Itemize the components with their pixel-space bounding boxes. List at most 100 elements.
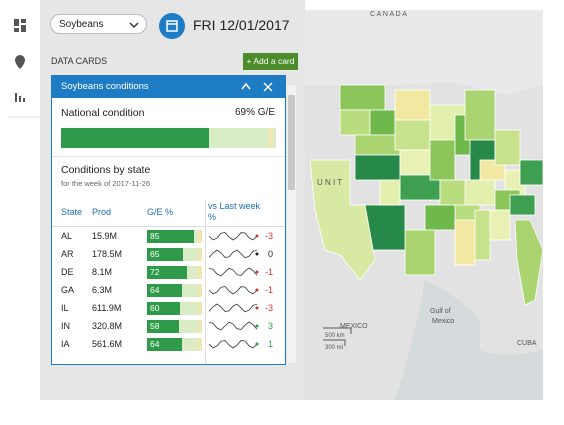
state-shape xyxy=(394,89,431,121)
divider xyxy=(52,156,285,157)
state-shape xyxy=(369,109,396,136)
change-cell: -3 xyxy=(264,231,273,241)
sparkline xyxy=(209,286,259,295)
ge-bar: 85 xyxy=(147,230,194,243)
collapse-button[interactable] xyxy=(241,82,251,90)
prod-cell: 6.3M xyxy=(92,285,113,295)
state-shape xyxy=(394,119,431,151)
dashboard-icon[interactable] xyxy=(14,19,19,26)
sparkline-path xyxy=(209,249,258,259)
scale-bar xyxy=(323,327,352,346)
state-shape xyxy=(474,209,491,261)
map-label: U N I T xyxy=(317,178,342,187)
ge-bar: 72 xyxy=(147,266,187,279)
bar-sliver xyxy=(198,338,201,351)
prod-cell: 178.5M xyxy=(92,249,123,259)
bar-sliver xyxy=(198,302,201,315)
map-label: CUBA xyxy=(517,340,537,347)
state-shape xyxy=(379,179,401,206)
crop-dropdown[interactable]: Soybeans xyxy=(50,14,147,34)
add-card-button[interactable]: + Add a card xyxy=(243,53,298,70)
map[interactable]: C A N A D A U N I T MEXICO Gulf of Mexico CUB… xyxy=(305,10,543,400)
state-shape xyxy=(424,204,456,231)
ge-bar-track: 64 xyxy=(147,284,202,297)
change-cell: 0 xyxy=(267,249,273,259)
calendar-button[interactable] xyxy=(159,13,185,39)
change-cell: -1 xyxy=(264,285,273,295)
bar-sliver xyxy=(198,284,201,297)
nav-icons xyxy=(8,19,40,118)
state-shape xyxy=(514,219,543,306)
bar-sliver xyxy=(198,320,201,333)
sparkline-dot xyxy=(255,306,259,310)
state-shape xyxy=(354,134,401,156)
national-value: 69% G/E xyxy=(234,107,275,118)
gulf-water xyxy=(395,280,543,400)
ge-bar: 60 xyxy=(147,302,180,315)
ge-bar-track: 64 xyxy=(147,338,202,351)
date-label: FRI 12/01/2017 xyxy=(193,17,290,33)
ge-bar: 58 xyxy=(147,320,179,333)
sparkline-dot xyxy=(255,270,259,274)
data-card: Soybeans conditions National condition 6… xyxy=(51,75,286,365)
ge-value: 64 xyxy=(150,285,160,295)
sparkline xyxy=(209,340,259,349)
sparkline-dot xyxy=(255,288,259,292)
scroll-thumb[interactable] xyxy=(288,95,295,190)
ge-bar: 64 xyxy=(147,284,183,297)
bar-sliver xyxy=(198,266,201,279)
bar-sliver xyxy=(198,248,201,261)
section-heading: DATA CARDS xyxy=(51,56,108,66)
ge-value: 58 xyxy=(150,321,160,331)
map-label: Gulf of xyxy=(430,308,451,315)
state-cell: GA xyxy=(61,285,75,295)
column-header: State xyxy=(61,207,83,217)
state-shape xyxy=(354,154,401,181)
location-icon[interactable] xyxy=(15,55,25,69)
sparkline-dot xyxy=(255,324,259,328)
chart-icon[interactable] xyxy=(15,93,17,102)
state-cell: IL xyxy=(61,303,69,313)
state-cell: DE xyxy=(61,267,74,277)
sparkline xyxy=(209,267,259,277)
ge-value: 72 xyxy=(150,267,160,277)
sparkline-dot xyxy=(255,342,259,346)
state-shape xyxy=(489,209,511,241)
state-shape xyxy=(494,129,521,166)
sparkline xyxy=(209,303,259,313)
sparkline-path xyxy=(209,232,258,241)
scrollbar[interactable] xyxy=(287,85,296,363)
bar-sliver xyxy=(269,128,273,148)
sparkline xyxy=(209,249,259,259)
state-shape xyxy=(404,229,436,276)
sparkline-path xyxy=(209,340,258,349)
nav-bar xyxy=(0,0,40,400)
column-header: G/E % xyxy=(147,207,174,217)
column-header: vs Last week % xyxy=(208,201,261,222)
ge-bar-track: 72 xyxy=(147,266,202,279)
state-shape xyxy=(519,159,543,186)
change-cell: -1 xyxy=(264,267,273,277)
close-button[interactable] xyxy=(263,82,273,92)
column-rule xyxy=(205,200,206,364)
state-cell: IA xyxy=(61,339,70,349)
sparkline xyxy=(209,232,259,241)
state-shape xyxy=(339,84,386,111)
prod-cell: 611.9M xyxy=(92,303,122,313)
state-shape xyxy=(454,219,476,266)
state-shape xyxy=(464,179,496,206)
state-cell: IN xyxy=(61,321,70,331)
change-cell: 1 xyxy=(267,339,273,349)
calendar-icon xyxy=(166,20,178,32)
states xyxy=(309,84,543,306)
sparkline-path xyxy=(209,321,258,331)
crop-label: Soybeans xyxy=(59,19,104,30)
prod-cell: 561.6M xyxy=(92,339,123,349)
sparkline-dot xyxy=(255,252,259,256)
sparkline-path xyxy=(209,286,258,295)
header-rule xyxy=(52,226,285,227)
state-cell: AL xyxy=(61,231,73,241)
sparkline-dot xyxy=(255,234,259,238)
national-bar-track xyxy=(61,128,276,148)
